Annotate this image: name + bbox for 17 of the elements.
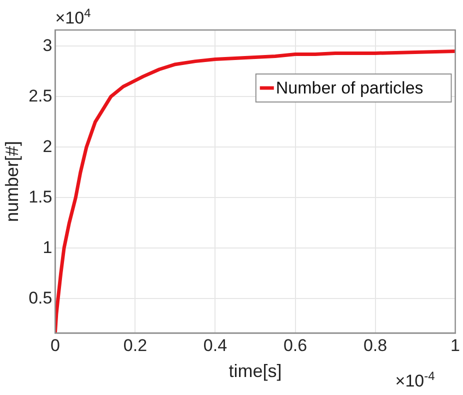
y-tick-label: 1 (42, 238, 52, 257)
legend-label: Number of particles (276, 78, 424, 98)
x-tick-label: 0.4 (203, 336, 228, 355)
text: ×10$^{4}$ (55, 6, 91, 29)
y-tick-label: 2.5 (28, 86, 52, 106)
x-tick-label: 0.6 (283, 336, 308, 355)
x-tick-label: 1 (450, 336, 460, 355)
text: ×10$^{-4}$ (395, 369, 435, 392)
y-axis-title: number[#] (2, 140, 22, 222)
y-tick-label: 3 (42, 36, 52, 55)
x-axis-title: time[s] (228, 361, 282, 382)
x-tick-label: 0.2 (123, 336, 148, 355)
y-tick-label: 2 (42, 136, 52, 156)
y-tick-label: 1.5 (28, 187, 52, 206)
x-tick-label: 0.8 (363, 336, 388, 355)
x-tick-label: 0 (50, 336, 60, 355)
y-tick-label: 0.5 (28, 288, 52, 308)
